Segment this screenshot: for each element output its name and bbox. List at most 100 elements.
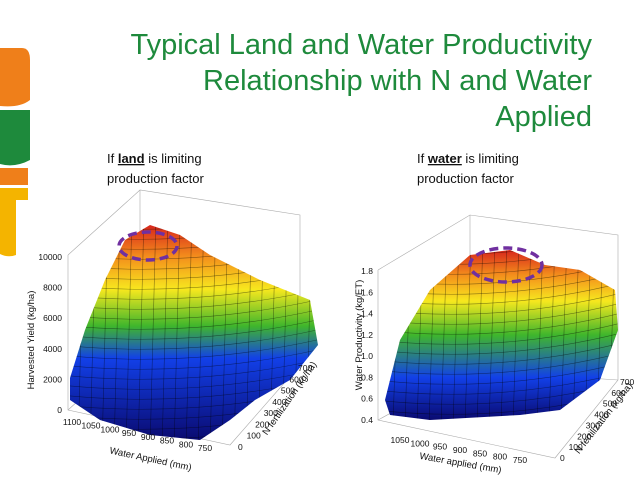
mesh-line xyxy=(385,311,618,335)
mesh-line xyxy=(385,351,618,375)
surface-land xyxy=(70,225,318,440)
caption-part: If xyxy=(417,151,428,166)
caption: production factor xyxy=(417,171,515,186)
axis-label: Water Productivity (kg/ET) xyxy=(354,280,365,391)
mesh-line xyxy=(317,225,318,440)
mesh-line xyxy=(70,326,318,350)
mesh-line xyxy=(185,225,193,440)
tick-label: 800 xyxy=(179,439,193,449)
mesh-line xyxy=(464,250,472,420)
highlight-ellipse xyxy=(468,246,544,284)
tick-label: 1050 xyxy=(82,421,101,431)
tick-label: 1050 xyxy=(391,435,410,445)
caption: production factor xyxy=(107,171,205,186)
tick-label: 200 xyxy=(577,431,591,441)
tick-label: 400 xyxy=(594,410,608,420)
tick-label: 1.2 xyxy=(361,330,373,340)
caption-part: water xyxy=(427,151,462,166)
mesh-line xyxy=(524,250,532,420)
axis-label: Harvested Yield (kg/ha) xyxy=(26,291,37,390)
tick-label: 750 xyxy=(198,443,212,453)
mesh-line xyxy=(500,250,508,420)
title-line: Relationship with N and Water xyxy=(203,65,592,97)
tick-label: 8000 xyxy=(43,283,62,293)
tick-label: 850 xyxy=(160,436,174,446)
mesh-line xyxy=(70,316,318,340)
caption: If land is limiting xyxy=(107,151,202,166)
tick-label: 700 xyxy=(620,377,634,387)
mesh-line xyxy=(560,250,568,420)
mesh-line xyxy=(70,225,73,440)
tick-label: 0.4 xyxy=(361,415,373,425)
tick-label: 0 xyxy=(57,405,62,415)
mesh-line xyxy=(197,225,205,440)
mesh-line xyxy=(173,225,181,440)
tick-label: 100 xyxy=(569,442,583,452)
mesh-line xyxy=(161,225,169,440)
title-line: Typical Land and Water Productivity xyxy=(130,29,592,61)
tick-label: 1.8 xyxy=(361,266,373,276)
mesh-line xyxy=(77,225,85,440)
caption-part: is limiting xyxy=(145,151,202,166)
tick-label: 1.6 xyxy=(361,287,373,297)
mesh-line xyxy=(488,250,496,420)
mesh-line xyxy=(375,222,625,244)
mesh-line xyxy=(70,356,318,380)
mesh-line xyxy=(385,341,618,365)
mesh-line xyxy=(452,250,460,420)
mesh-line xyxy=(385,361,618,385)
tick-label: 1100 xyxy=(63,417,82,427)
mesh-line xyxy=(385,331,618,355)
tick-label: 600 xyxy=(289,374,303,384)
tick-label: 400 xyxy=(272,397,286,407)
tick-label: 850 xyxy=(473,448,487,458)
axis-label: Water Applied (mm) xyxy=(108,445,192,473)
tick-label: 750 xyxy=(513,455,527,465)
caption-part: If xyxy=(107,151,118,166)
tick-label: 950 xyxy=(433,442,447,452)
tick-label: 1000 xyxy=(101,424,120,434)
mesh-line xyxy=(70,225,318,240)
mesh-line xyxy=(385,371,618,395)
highlight-ellipse xyxy=(117,230,179,262)
caption-part: land xyxy=(118,151,145,166)
mesh-line xyxy=(512,250,520,420)
caption-part: is limiting xyxy=(462,151,519,166)
tick-label: 900 xyxy=(141,432,155,442)
tick-label: 700 xyxy=(298,363,312,373)
mesh-line xyxy=(572,250,580,420)
mesh-line xyxy=(70,346,318,370)
mesh-line xyxy=(149,225,157,440)
tick-label: 300 xyxy=(264,408,278,418)
mesh-line xyxy=(70,306,318,330)
mesh-line xyxy=(125,225,133,440)
tick-label: 4000 xyxy=(43,344,62,354)
tick-label: 950 xyxy=(122,428,136,438)
tick-label: 500 xyxy=(281,386,295,396)
mesh-line xyxy=(113,225,121,440)
surface-water xyxy=(385,250,618,420)
mesh-line xyxy=(536,250,544,420)
mesh-line xyxy=(70,286,318,310)
mesh-line xyxy=(385,250,618,255)
mesh-line xyxy=(385,321,618,345)
tick-label: 0 xyxy=(238,442,243,452)
caption: If water is limiting xyxy=(417,151,519,166)
tick-label: 0.8 xyxy=(361,372,373,382)
tick-label: 500 xyxy=(603,399,617,409)
tick-label: 100 xyxy=(247,431,261,441)
mesh-line xyxy=(70,296,318,320)
mesh-line xyxy=(60,197,330,219)
side-decoration xyxy=(0,48,30,257)
mesh-line xyxy=(476,250,484,420)
tick-label: 0 xyxy=(560,453,565,463)
tick-label: 1000 xyxy=(411,438,430,448)
mesh-line xyxy=(70,336,318,360)
tick-label: 300 xyxy=(586,420,600,430)
tick-label: 10000 xyxy=(38,252,62,262)
tick-label: 800 xyxy=(493,452,507,462)
mesh-line xyxy=(548,250,556,420)
tick-label: 200 xyxy=(255,419,269,429)
tick-label: 2000 xyxy=(43,374,62,384)
